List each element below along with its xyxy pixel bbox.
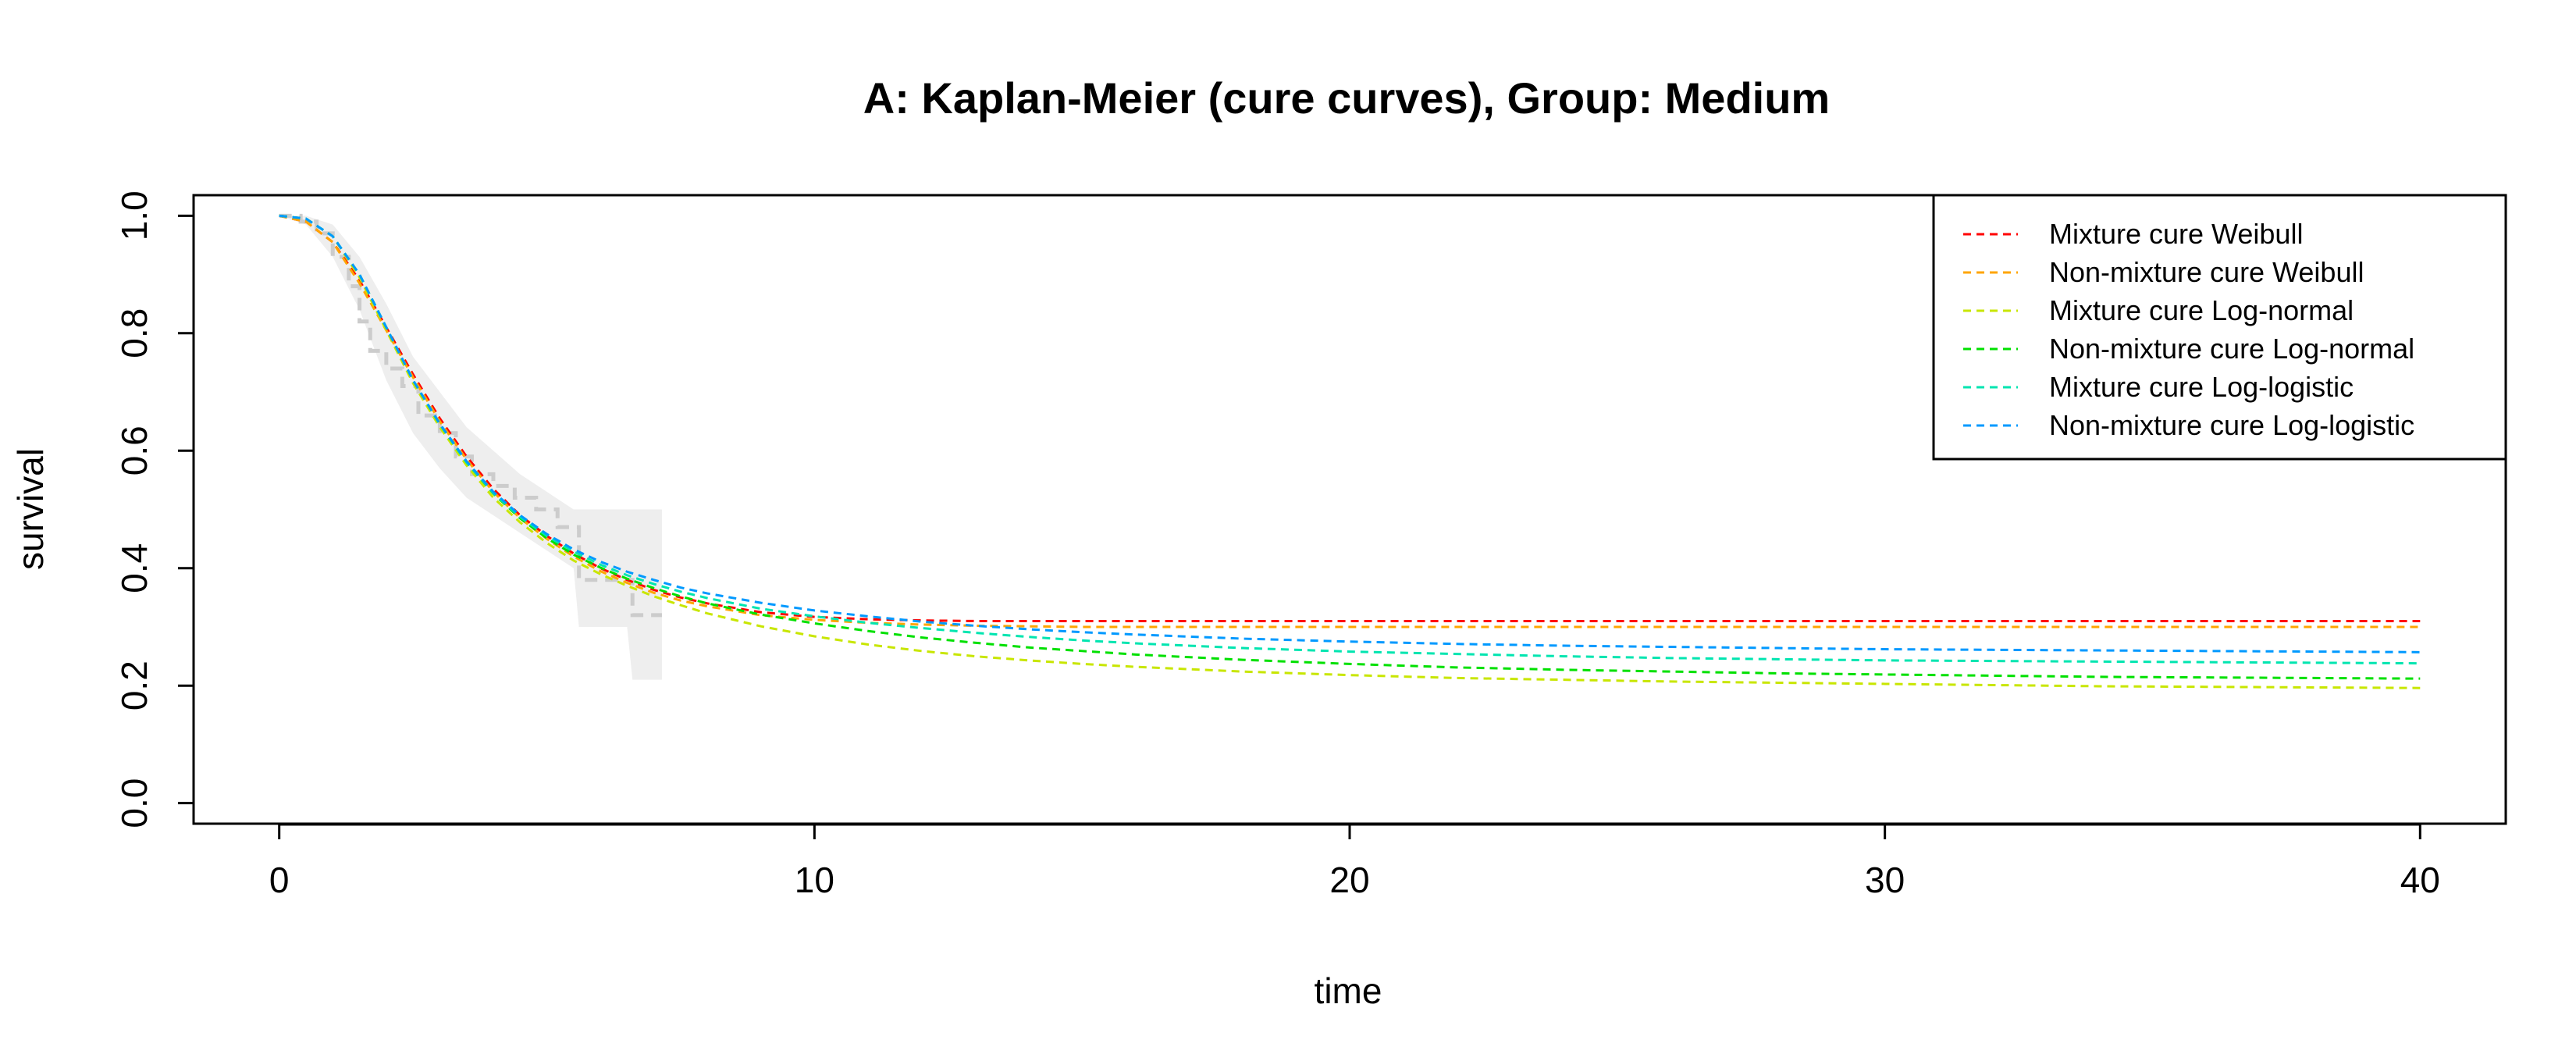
y-tick-label: 0.8: [114, 308, 155, 358]
series-line-1: [279, 214, 2421, 628]
legend-box: [1932, 194, 2507, 461]
x-tick-label: 0: [269, 860, 290, 900]
x-axis-label: time: [1315, 970, 1382, 1011]
legend-item-label: Mixture cure Log-normal: [2049, 294, 2354, 326]
km-confidence-band: [279, 215, 662, 680]
x-axis: 0 10 20 30 40: [269, 823, 2440, 900]
series-line-2: [279, 214, 2421, 689]
legend-item-label: Mixture cure Log-logistic: [2049, 371, 2354, 403]
y-axis-label: survival: [10, 448, 51, 570]
y-tick-label: 0.2: [114, 661, 155, 710]
series-line-0: [279, 214, 2421, 622]
chart-title: A: Kaplan-Meier (cure curves), Group: Me…: [863, 73, 1830, 123]
y-axis: 0.0 0.2 0.4 0.6 0.8 1.0: [114, 191, 195, 828]
legend-item-label: Non-mixture cure Log-normal: [2049, 333, 2414, 365]
x-tick-label: 20: [1329, 860, 1369, 900]
legend-item-label: Mixture cure Weibull: [2049, 218, 2303, 250]
legend-item-label: Non-mixture cure Log-logistic: [2049, 409, 2414, 441]
y-tick-label: 0.0: [114, 778, 155, 828]
legend-item-label: Non-mixture cure Weibull: [2049, 256, 2364, 288]
legend: Mixture cure Weibull Non-mixture cure Wei…: [1932, 194, 2507, 461]
y-tick-label: 0.6: [114, 426, 155, 475]
y-tick-label: 1.0: [114, 191, 155, 240]
x-tick-label: 30: [1865, 860, 1905, 900]
series-line-5: [279, 214, 2421, 653]
x-tick-label: 10: [795, 860, 834, 900]
plot-area: [279, 213, 2421, 689]
series-line-4: [279, 214, 2421, 665]
km-curve: [279, 213, 662, 618]
y-tick-label: 0.4: [114, 543, 155, 593]
x-tick-label: 40: [2400, 860, 2440, 900]
